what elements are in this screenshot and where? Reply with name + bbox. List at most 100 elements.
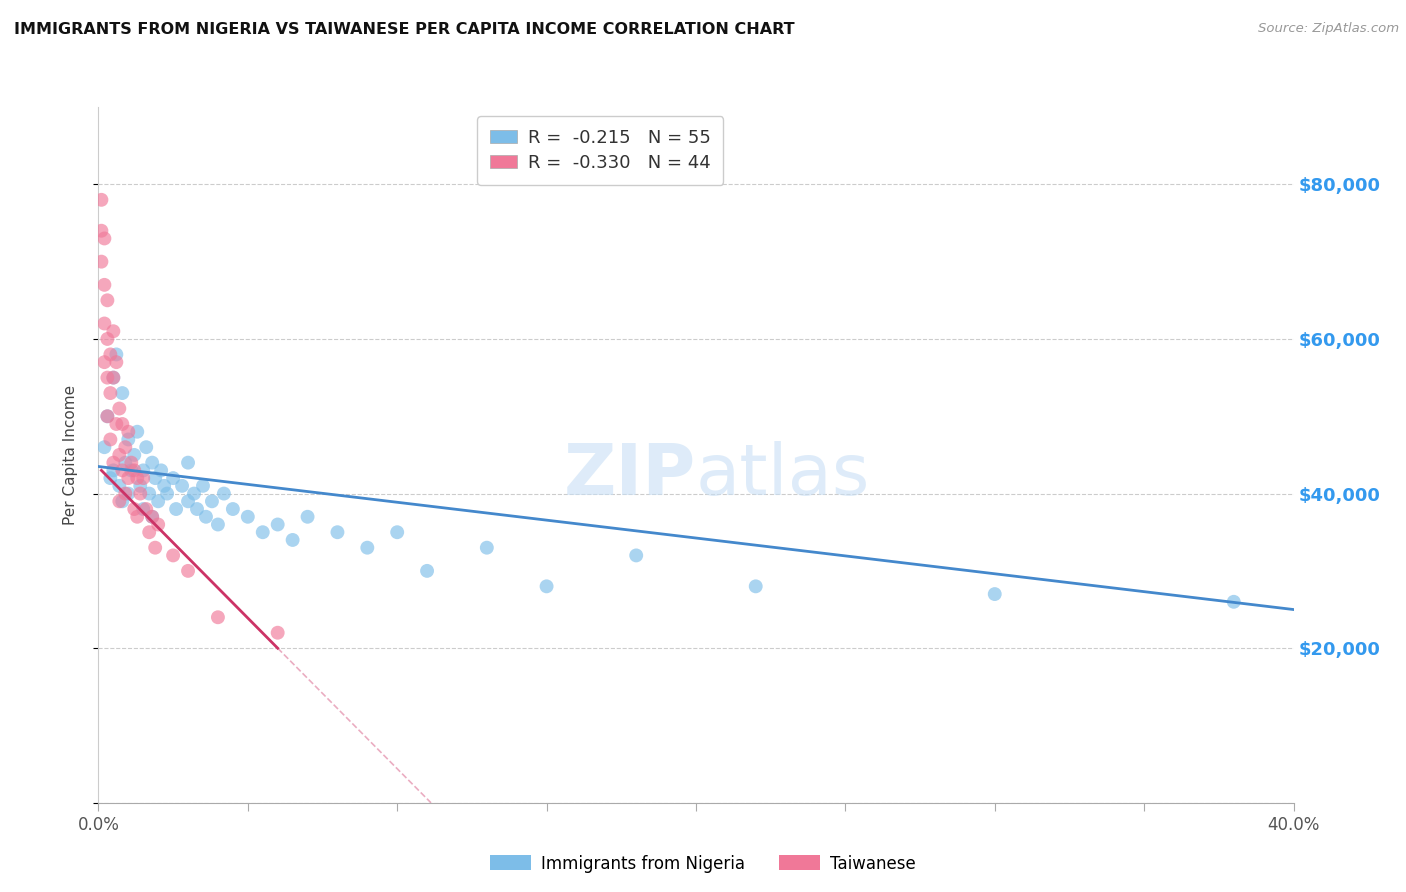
Point — [93, 440, 115, 454]
Point — [103, 370, 125, 384]
Point — [124, 448, 146, 462]
Point — [103, 324, 125, 338]
Point — [156, 486, 179, 500]
Point — [1223, 595, 1246, 609]
Point — [138, 525, 160, 540]
Point — [416, 564, 439, 578]
Point — [93, 317, 115, 331]
Y-axis label: Per Capita Income: Per Capita Income — [63, 384, 77, 525]
Point — [96, 332, 118, 346]
Point — [100, 471, 122, 485]
Text: Source: ZipAtlas.com: Source: ZipAtlas.com — [1258, 22, 1399, 36]
Point — [183, 486, 205, 500]
Point — [100, 433, 122, 447]
Point — [114, 486, 136, 500]
Point — [172, 479, 194, 493]
Point — [626, 549, 648, 563]
Point — [111, 494, 134, 508]
Point — [267, 625, 290, 640]
Point — [191, 479, 214, 493]
Text: IMMIGRANTS FROM NIGERIA VS TAIWANESE PER CAPITA INCOME CORRELATION CHART: IMMIGRANTS FROM NIGERIA VS TAIWANESE PER… — [14, 22, 794, 37]
Point — [127, 425, 149, 439]
Point — [127, 471, 149, 485]
Point — [129, 479, 152, 493]
Point — [117, 471, 139, 485]
Point — [141, 509, 163, 524]
Point — [195, 509, 218, 524]
Point — [236, 509, 259, 524]
Point — [105, 347, 128, 361]
Point — [177, 456, 200, 470]
Point — [114, 456, 136, 470]
Point — [207, 517, 229, 532]
Point — [132, 502, 155, 516]
Text: atlas: atlas — [696, 442, 870, 510]
Point — [105, 417, 128, 431]
Point — [124, 502, 146, 516]
Point — [177, 494, 200, 508]
Point — [90, 254, 112, 268]
Point — [135, 502, 157, 516]
Point — [96, 409, 118, 424]
Point — [111, 463, 134, 477]
Point — [93, 277, 115, 292]
Point — [297, 509, 319, 524]
Point — [108, 479, 131, 493]
Point — [105, 355, 128, 369]
Legend: Immigrants from Nigeria, Taiwanese: Immigrants from Nigeria, Taiwanese — [484, 848, 922, 880]
Point — [120, 456, 142, 470]
Point — [148, 517, 170, 532]
Point — [267, 517, 290, 532]
Point — [103, 463, 125, 477]
Point — [326, 525, 349, 540]
Point — [117, 433, 139, 447]
Point — [984, 587, 1007, 601]
Point — [111, 386, 134, 401]
Point — [148, 494, 170, 508]
Point — [143, 541, 166, 555]
Point — [150, 463, 173, 477]
Point — [745, 579, 768, 593]
Point — [135, 440, 157, 454]
Point — [117, 486, 139, 500]
Point — [356, 541, 378, 555]
Point — [138, 486, 160, 500]
Point — [252, 525, 274, 540]
Point — [281, 533, 304, 547]
Point — [132, 471, 155, 485]
Point — [108, 448, 131, 462]
Point — [141, 509, 163, 524]
Point — [207, 610, 229, 624]
Point — [120, 463, 142, 477]
Point — [143, 471, 166, 485]
Point — [93, 231, 115, 245]
Point — [177, 564, 200, 578]
Point — [129, 486, 152, 500]
Point — [212, 486, 235, 500]
Point — [222, 502, 245, 516]
Point — [162, 471, 184, 485]
Point — [108, 494, 131, 508]
Point — [124, 463, 146, 477]
Point — [111, 417, 134, 431]
Point — [96, 370, 118, 384]
Point — [100, 347, 122, 361]
Point — [117, 425, 139, 439]
Point — [132, 463, 155, 477]
Point — [90, 193, 112, 207]
Point — [108, 401, 131, 416]
Point — [385, 525, 409, 540]
Point — [153, 479, 176, 493]
Point — [90, 224, 112, 238]
Point — [96, 409, 118, 424]
Point — [201, 494, 224, 508]
Point — [162, 549, 184, 563]
Point — [165, 502, 187, 516]
Point — [475, 541, 498, 555]
Point — [100, 386, 122, 401]
Point — [141, 456, 163, 470]
Point — [186, 502, 208, 516]
Point — [127, 509, 149, 524]
Legend: R =  -0.215   N = 55, R =  -0.330   N = 44: R = -0.215 N = 55, R = -0.330 N = 44 — [477, 116, 724, 185]
Text: ZIP: ZIP — [564, 442, 696, 510]
